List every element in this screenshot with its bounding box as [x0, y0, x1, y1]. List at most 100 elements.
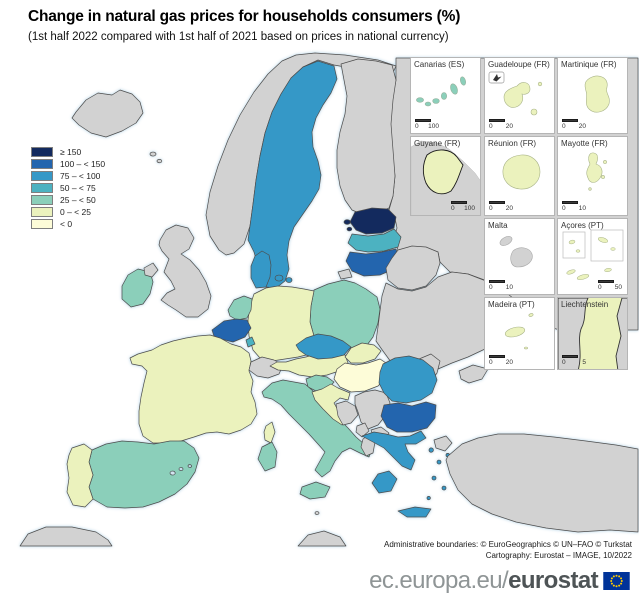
- eu-flag-icon: [603, 572, 630, 590]
- scale-from: 0: [562, 123, 566, 130]
- country-france: [129, 334, 276, 444]
- inset-label: Malta: [488, 221, 508, 230]
- scale-to: 5: [582, 359, 586, 366]
- country-estonia: [343, 207, 397, 235]
- country-latvia: [347, 228, 402, 253]
- inset-box-guyane: Guyane (FR) 0 100: [410, 136, 481, 216]
- scale-bar: [562, 354, 578, 358]
- inset-box-martinique: Martinique (FR) 0 20: [557, 57, 628, 134]
- inset-map-martinique: [584, 75, 610, 113]
- country-faroe_islands: [149, 151, 163, 164]
- scale-numbers: 0 10: [562, 205, 586, 212]
- inset-box-mayotte: Mayotte (FR) 0 10: [557, 136, 628, 216]
- country-italy: [257, 379, 373, 500]
- scale-to: 20: [505, 123, 513, 130]
- legend: ≥ 150 100 – < 150 75 – < 100 50 – < 75 25 – …: [31, 146, 105, 230]
- attribution-line2: Cartography: Eurostat – IMAGE, 10/2022: [485, 551, 632, 561]
- eurostat-logo: ec.europa.eu/eurostat: [369, 567, 630, 595]
- country-netherlands: [227, 295, 253, 321]
- scale-numbers: 0 20: [489, 205, 513, 212]
- inset-box-reunion: Réunion (FR) 0 20: [484, 136, 555, 216]
- legend-row: < 0: [31, 218, 105, 230]
- inset-map-reunion: [502, 154, 541, 190]
- legend-row: 75 – < 100: [31, 170, 105, 182]
- inset-scale-bar: 0 20: [489, 118, 513, 130]
- logo-url-bold: eurostat: [508, 567, 598, 594]
- legend-row: 25 – < 50: [31, 194, 105, 206]
- inset-scale-bar: 0 20: [489, 200, 513, 212]
- attribution-line1: Administrative boundaries: © EuroGeograp…: [383, 540, 632, 549]
- country-united_kingdom: [143, 224, 212, 318]
- inset-label: Réunion (FR): [488, 139, 537, 148]
- page-subtitle: (1st half 2022 compared with 1st half of…: [28, 31, 449, 43]
- country-turkey: [433, 433, 639, 533]
- country-switzerland: [248, 356, 284, 379]
- inset-map-canarias: [416, 76, 466, 107]
- country-greece: [361, 430, 450, 518]
- inset-map-acores: [562, 229, 624, 280]
- country-luxembourg: [245, 336, 256, 348]
- scale-to: 100: [428, 123, 439, 130]
- legend-label: 0 – < 25: [60, 207, 91, 217]
- legend-row: 0 – < 25: [31, 206, 105, 218]
- scale-to: 10: [578, 205, 586, 212]
- scale-from: 0: [562, 205, 566, 212]
- scale-numbers: 0 10: [489, 284, 513, 291]
- inset-map-guadeloupe: [488, 71, 543, 116]
- country-iceland: [71, 89, 144, 138]
- inset-label: Martinique (FR): [561, 60, 617, 69]
- country-finland: [336, 58, 397, 216]
- scale-to: 50: [614, 284, 622, 291]
- inset-label: Guadeloupe (FR): [488, 60, 550, 69]
- scale-from: 0: [489, 205, 493, 212]
- country-serbia: [354, 389, 391, 430]
- inset-scale-bar: 0 100: [451, 200, 475, 212]
- country-belarus: [385, 245, 441, 291]
- inset-label: Canarias (ES): [414, 60, 465, 69]
- inset-label: Guyane (FR): [414, 139, 461, 148]
- scale-from: 0: [415, 123, 419, 130]
- page-title: Change in natural gas prices for househo…: [28, 8, 461, 25]
- legend-row: 100 – < 150: [31, 158, 105, 170]
- country-denmark: [250, 250, 293, 289]
- scale-numbers: 0 20: [562, 123, 586, 130]
- legend-label: 50 – < 75: [60, 183, 96, 193]
- legend-swatch: [31, 219, 53, 229]
- inset-scale-bar: 0 20: [489, 354, 513, 366]
- scale-from: 0: [451, 205, 455, 212]
- inset-label: Mayotte (FR): [561, 139, 608, 148]
- scale-bar: [562, 118, 578, 122]
- legend-label: < 0: [60, 219, 73, 229]
- scale-bar: [562, 200, 578, 204]
- scale-to: 10: [505, 284, 513, 291]
- inset-box-acores: Açores (PT) 0 50: [557, 218, 628, 295]
- scale-to: 20: [505, 205, 513, 212]
- scale-numbers: 0 50: [598, 284, 622, 291]
- scale-from: 0: [598, 284, 602, 291]
- legend-swatch: [31, 171, 53, 181]
- legend-row: 50 – < 75: [31, 182, 105, 194]
- inset-label: Açores (PT): [561, 221, 604, 230]
- legend-label: 25 – < 50: [60, 195, 96, 205]
- country-sweden: [247, 60, 338, 289]
- inset-label: Madeira (PT): [488, 300, 535, 309]
- inset-box-malta: Malta 0 10: [484, 218, 555, 295]
- inset-box-canarias: Canarias (ES) 0 100: [410, 57, 481, 134]
- scale-numbers: 0 100: [415, 123, 439, 130]
- country-spain: [88, 440, 200, 509]
- legend-swatch: [31, 183, 53, 193]
- inset-scale-bar: 0 10: [489, 279, 513, 291]
- scale-bar: [451, 200, 467, 204]
- country-malta_main: [314, 511, 320, 515]
- country-montenegro: [355, 422, 370, 438]
- logo-url-prefix: ec.europa.eu/: [369, 567, 509, 594]
- inset-box-liechtenstein: Liechtenstein 0 5: [557, 297, 628, 370]
- scale-bar: [489, 279, 505, 283]
- legend-swatch: [31, 159, 53, 169]
- scale-to: 20: [578, 123, 586, 130]
- legend-label: ≥ 150: [60, 147, 82, 157]
- inset-scale-bar: 0 50: [598, 279, 622, 291]
- legend-swatch: [31, 147, 53, 157]
- scale-to: 100: [464, 205, 475, 212]
